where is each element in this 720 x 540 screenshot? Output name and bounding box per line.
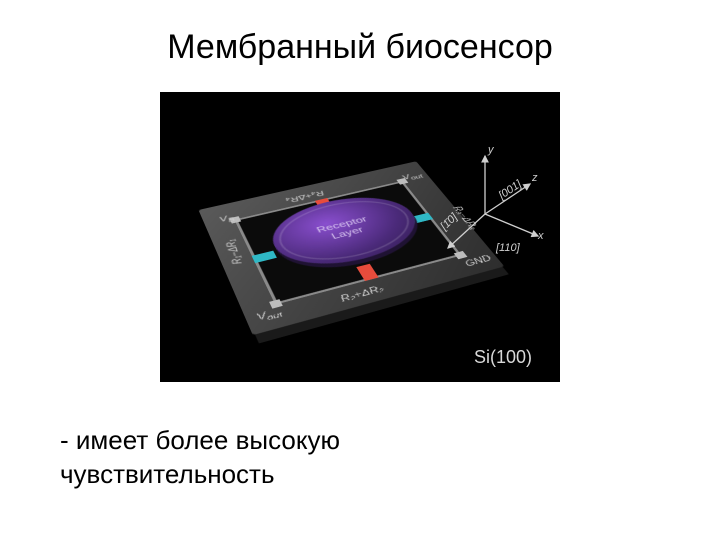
axis-dir-110: [110] [496,242,520,254]
axis-label-y: y [488,144,494,156]
caption: - имеет более высокую чувствительность [60,424,340,492]
caption-line: - имеет более высокую [60,424,340,458]
page-title: Мембранный биосенсор [0,0,720,67]
axis-label-z: z [532,172,538,184]
biosensor-diagram: Receptor Layer VB Vout Vout GND R₁−ΔR₁ R… [160,92,560,382]
axis-label-x: x [538,230,544,242]
crystal-axes: y x z [110] [1̄0] [001] [440,144,550,264]
axes-svg [440,144,550,264]
caption-line: чувствительность [60,458,340,492]
si-100-label: Si(100) [474,347,532,368]
